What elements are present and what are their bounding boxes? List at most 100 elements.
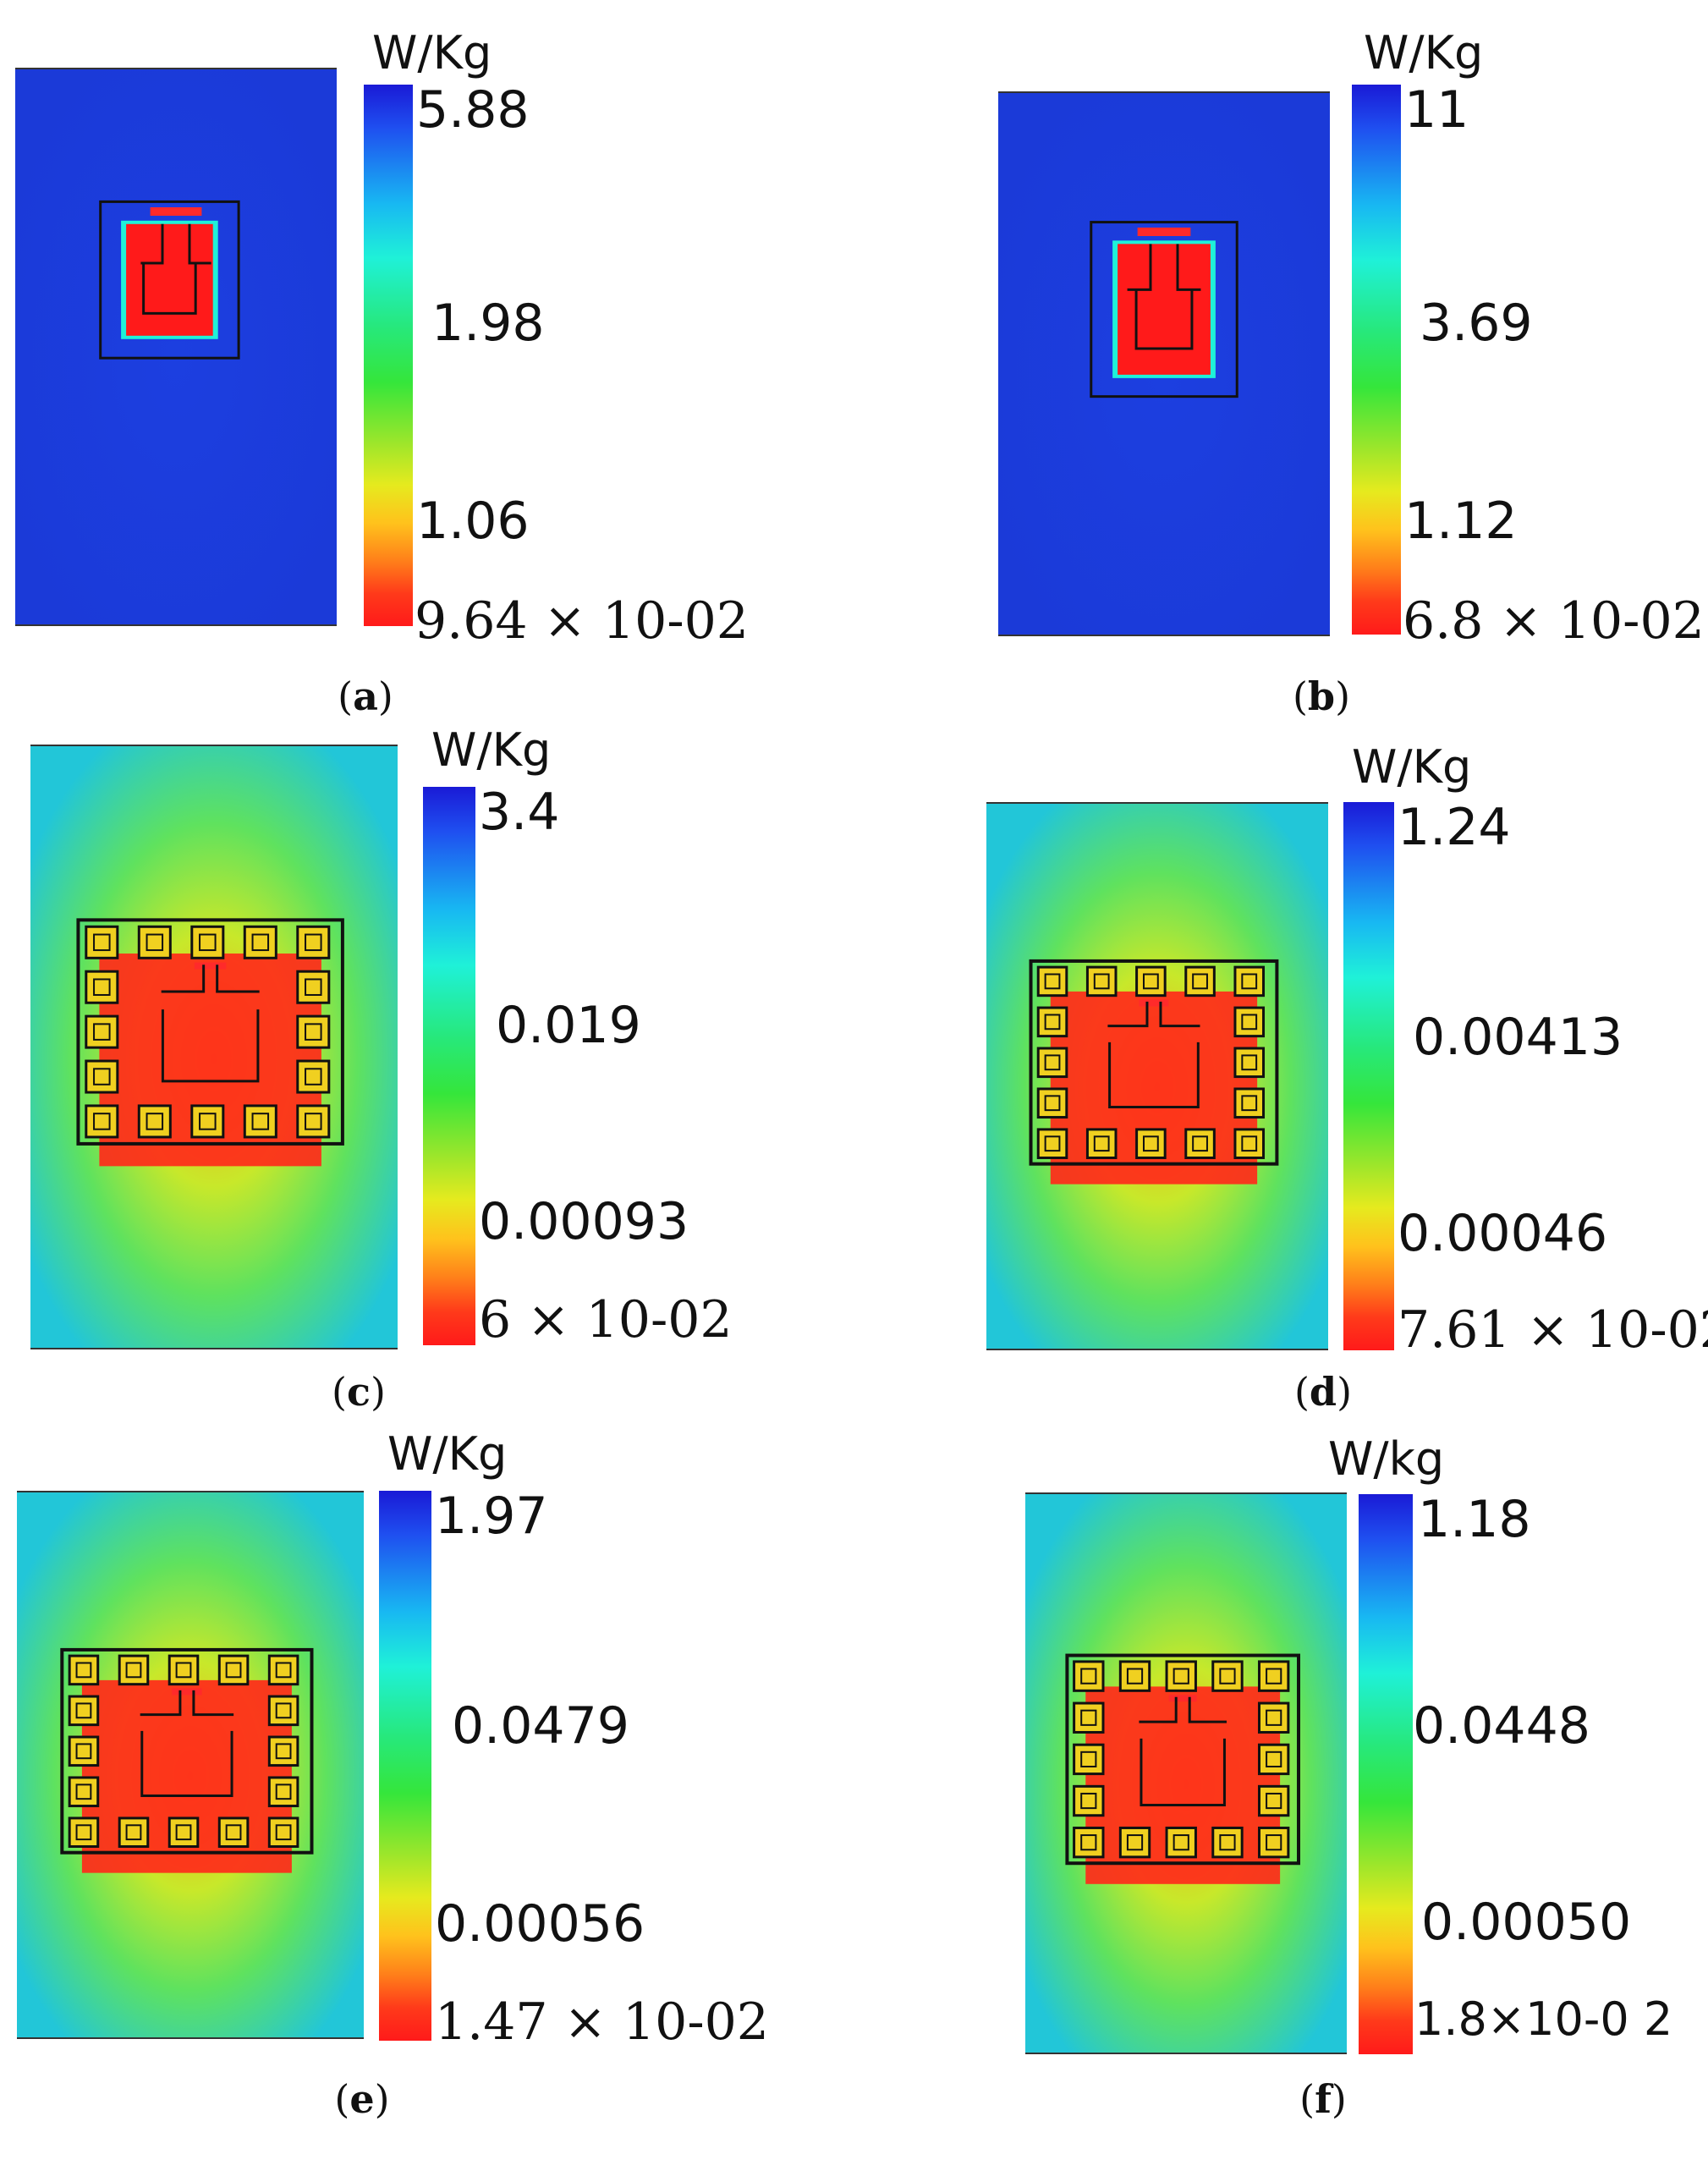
- tick-max-a: 5.88: [416, 80, 530, 140]
- hotspot: [1118, 244, 1211, 375]
- feed-line: [172, 1688, 202, 1696]
- tick-mid-e: 0.0479: [452, 1696, 629, 1756]
- tick-max-e: 1.97: [435, 1487, 548, 1546]
- phantom-body: [15, 68, 337, 626]
- unit-cell: [85, 925, 119, 959]
- unit-cell: [1184, 1128, 1216, 1159]
- tick-max-f: 1.18: [1418, 1490, 1531, 1549]
- unit-cell: [68, 1695, 100, 1727]
- metasurface-outline: [60, 1647, 314, 1855]
- panel-d: W/Kg 1.24 0.00413 0.00046 7.61 × 10-02 (…: [846, 711, 1708, 1421]
- sar-map-a: [15, 68, 337, 626]
- unit-cell: [1118, 1826, 1151, 1859]
- tick-max-d: 1.24: [1398, 798, 1511, 857]
- unit-cell: [190, 925, 225, 959]
- unit-cell: [1257, 1743, 1290, 1776]
- unit-label-d: W/Kg: [1352, 740, 1472, 794]
- colorbar-a: [364, 85, 413, 626]
- unit-cell: [118, 1816, 150, 1848]
- tick-min-e: 1.47 × 10-02: [435, 1992, 769, 2052]
- colorbar-e: [379, 1491, 431, 2041]
- unit-cell: [1257, 1660, 1290, 1692]
- unit-label-b: W/Kg: [1364, 26, 1484, 80]
- unit-cell: [1257, 1784, 1290, 1817]
- tick-min-d: 7.61 × 10-02: [1398, 1300, 1708, 1360]
- unit-cell: [1036, 965, 1068, 998]
- unit-cell: [68, 1816, 100, 1848]
- unit-cell: [1085, 965, 1118, 998]
- tick-mid-b: 3.69: [1420, 294, 1533, 353]
- unit-cell: [1036, 1006, 1068, 1038]
- tick-low-b: 1.12: [1404, 492, 1518, 551]
- tick-low-c: 0.00093: [479, 1192, 689, 1251]
- panel-a: W/Kg 5.88 1.98 1.06 9.64 × 10-02 (a): [0, 0, 846, 716]
- patch-outline: [1127, 244, 1201, 350]
- unit-cell: [85, 1014, 119, 1049]
- tick-min-a: 9.64 × 10-02: [415, 591, 749, 651]
- unit-cell: [1233, 965, 1266, 998]
- patch-outline: [1139, 1696, 1227, 1806]
- sar-map-graphic: [15, 68, 337, 626]
- caption-e: (e): [334, 2076, 390, 2122]
- caption-d: (d): [1293, 1369, 1353, 1415]
- unit-cell: [1211, 1660, 1244, 1692]
- patch-outline: [140, 223, 211, 315]
- unit-cell: [85, 970, 119, 1004]
- tick-min-c: 6 × 10-02: [479, 1290, 733, 1349]
- sar-map-c: [30, 745, 398, 1349]
- unit-cell: [118, 1654, 150, 1686]
- metasurface-outline: [76, 918, 344, 1146]
- feed-line: [1137, 228, 1191, 236]
- sar-map-e: [17, 1491, 364, 2039]
- tick-low-a: 1.06: [416, 492, 530, 551]
- unit-cell: [1135, 965, 1167, 998]
- tick-low-d: 0.00046: [1398, 1204, 1608, 1263]
- unit-cell: [1135, 1128, 1167, 1159]
- patch-outline: [1107, 1001, 1200, 1109]
- unit-cell: [137, 925, 172, 959]
- unit-cell: [267, 1695, 299, 1727]
- unit-cell: [1257, 1701, 1290, 1734]
- unit-cell: [1073, 1701, 1105, 1734]
- tick-min-f: 1.8×10-0 2: [1414, 1992, 1673, 2046]
- sar-map-graphic: [17, 1491, 364, 2039]
- unit-cell: [85, 1104, 119, 1139]
- unit-cell: [68, 1735, 100, 1767]
- unit-cell: [267, 1654, 299, 1686]
- caption-c: (c): [332, 1369, 386, 1415]
- unit-cell: [1073, 1826, 1105, 1859]
- feed-line: [1139, 999, 1169, 1007]
- unit-cell: [168, 1654, 200, 1686]
- panel-c: W/Kg 3.4 0.019 0.00093 6 × 10-02 (c): [0, 711, 846, 1421]
- sar-map-d: [986, 802, 1328, 1350]
- unit-cell: [1073, 1660, 1105, 1692]
- unit-cell: [296, 1014, 331, 1049]
- tick-low-e: 0.00056: [435, 1894, 645, 1954]
- tick-min-b: 6.8 × 10-02: [1403, 591, 1705, 651]
- tick-mid-c: 0.019: [496, 996, 641, 1055]
- sar-map-graphic: [30, 745, 398, 1349]
- unit-cell: [296, 970, 331, 1004]
- unit-cell: [217, 1816, 250, 1848]
- unit-cell: [243, 1104, 277, 1139]
- unit-cell: [1073, 1784, 1105, 1817]
- unit-label-f: W/kg: [1328, 1432, 1445, 1486]
- unit-cell: [1085, 1128, 1118, 1159]
- unit-cell: [1073, 1743, 1105, 1776]
- tick-max-b: 11: [1404, 80, 1469, 140]
- panel-e: W/Kg 1.97 0.0479 0.00056 1.47 × 10-02 (e…: [0, 1421, 846, 2171]
- unit-cell: [1233, 1128, 1266, 1159]
- colorbar-f: [1359, 1494, 1413, 2054]
- colorbar-b: [1352, 85, 1401, 635]
- tick-low-f: 0.00050: [1421, 1893, 1632, 1952]
- unit-cell: [1233, 1006, 1266, 1038]
- unit-cell: [1233, 1087, 1266, 1119]
- antenna-outline: [99, 200, 240, 360]
- hotspot: [126, 223, 213, 336]
- feed-line: [194, 962, 227, 970]
- unit-cell: [243, 925, 277, 959]
- unit-cell: [1233, 1047, 1266, 1079]
- sar-map-graphic: [998, 91, 1330, 636]
- unit-cell: [1036, 1087, 1068, 1119]
- unit-label-c: W/Kg: [431, 723, 552, 777]
